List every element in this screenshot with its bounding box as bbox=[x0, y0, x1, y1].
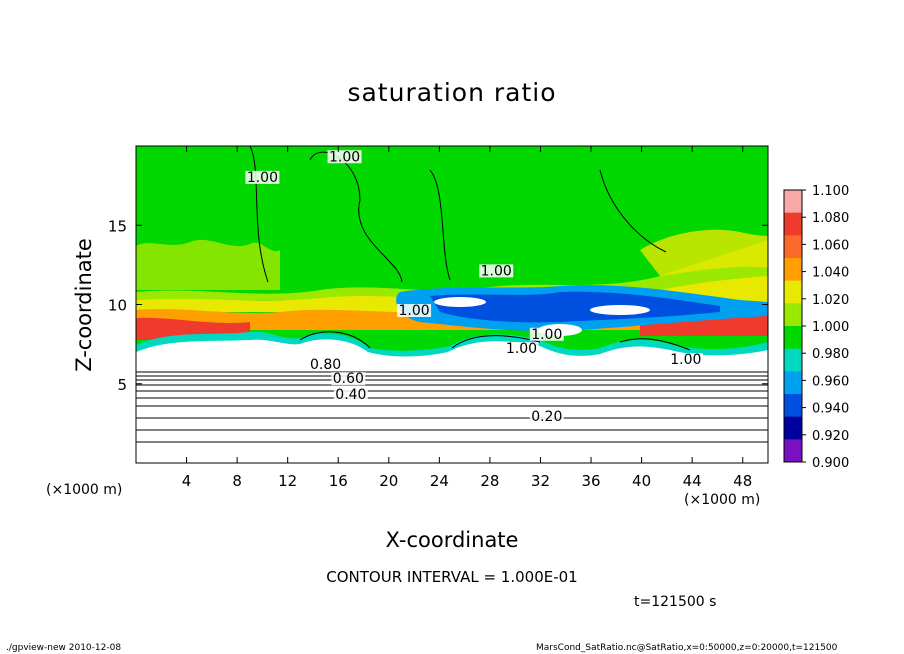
x-tick-label: 24 bbox=[430, 472, 449, 490]
contour-label-bg bbox=[333, 388, 368, 402]
field-band-yellow-upper bbox=[640, 229, 768, 276]
contour-label-bg bbox=[504, 342, 539, 356]
contour-label-bg bbox=[245, 170, 280, 184]
contour-line bbox=[599, 169, 667, 253]
colorbar-swatch bbox=[784, 326, 802, 350]
x-tick-label: 4 bbox=[182, 472, 192, 490]
colorbar-swatch bbox=[784, 258, 802, 282]
x-tick-label: 32 bbox=[531, 472, 550, 490]
colorbar-label: 0.920 bbox=[812, 429, 849, 444]
contour-label: 1.00 bbox=[670, 352, 701, 368]
contour-label-bg bbox=[308, 357, 343, 371]
contour-label-bg bbox=[529, 410, 564, 424]
y-axis-ticks: 5 10 15 bbox=[108, 217, 768, 394]
colorbar-label: 0.900 bbox=[812, 456, 849, 471]
contour-label-bg bbox=[529, 327, 564, 341]
contour-label: 1.00 bbox=[329, 149, 360, 165]
field-layers bbox=[136, 229, 768, 463]
contour-line bbox=[429, 169, 451, 281]
x-tick-label: 48 bbox=[733, 472, 752, 490]
contour-label: 1.00 bbox=[531, 327, 562, 343]
x-tick-label: 40 bbox=[632, 472, 651, 490]
x-unit-label-right: (×1000 m) bbox=[684, 492, 761, 508]
colorbar-swatch bbox=[784, 190, 802, 214]
contour-label: 0.40 bbox=[335, 387, 366, 403]
contour-lines bbox=[136, 146, 768, 443]
contour-label: 1.00 bbox=[398, 303, 429, 319]
x-tick-label: 20 bbox=[379, 472, 398, 490]
contour-labels: 1.001.001.001.001.001.001.000.800.600.40… bbox=[245, 149, 703, 425]
y-tick-label: 10 bbox=[108, 297, 127, 315]
contour-line bbox=[451, 335, 541, 349]
field-cloud-cores bbox=[136, 339, 768, 372]
contour-label-bg bbox=[331, 372, 366, 386]
contour-line bbox=[299, 331, 371, 349]
colorbar-swatch bbox=[784, 348, 802, 372]
colorbar-label: 0.980 bbox=[812, 347, 849, 362]
chart-title: saturation ratio bbox=[347, 78, 557, 107]
contour-label: 0.20 bbox=[531, 409, 562, 425]
colorbar-label: 0.940 bbox=[812, 402, 849, 417]
x-tick-label: 44 bbox=[683, 472, 702, 490]
contour-interval-note: CONTOUR INTERVAL = 1.000E-01 bbox=[326, 568, 578, 586]
field-band-yellowgreen-upper bbox=[136, 239, 280, 290]
contour-label: 0.80 bbox=[310, 357, 341, 373]
footer-file-info: MarsCond_SatRatio.nc@SatRatio,x=0:50000,… bbox=[536, 643, 838, 653]
plot-area bbox=[135, 145, 769, 464]
colorbar-swatch bbox=[784, 371, 802, 395]
x-tick-label: 36 bbox=[581, 472, 600, 490]
x-axis-ticks: 4 8 12 16 20 24 28 32 36 40 44 48 bbox=[182, 146, 752, 490]
colorbar-swatch bbox=[784, 394, 802, 418]
field-white-patch bbox=[590, 305, 650, 315]
colorbar-label: 1.020 bbox=[812, 293, 849, 308]
colorbar-swatch bbox=[784, 212, 802, 236]
colorbar-swatch bbox=[784, 439, 802, 463]
contour-label: 1.00 bbox=[481, 263, 512, 279]
field-band-blue bbox=[430, 291, 720, 323]
x-tick-label: 28 bbox=[480, 472, 499, 490]
contour-label-bg bbox=[668, 353, 703, 367]
x-unit-label-left: (×1000 m) bbox=[46, 482, 123, 498]
field-subsaturated-lower bbox=[136, 360, 768, 463]
contour-label: 1.00 bbox=[506, 341, 537, 357]
field-band-yellowgreen bbox=[136, 240, 768, 300]
colorbar-swatch bbox=[784, 303, 802, 327]
contour-label: 0.60 bbox=[333, 371, 364, 387]
colorbar-swatch bbox=[784, 416, 802, 440]
colorbar-label: 1.000 bbox=[812, 320, 849, 335]
x-tick-label: 8 bbox=[232, 472, 242, 490]
contour-label-bg bbox=[479, 264, 514, 278]
colorbar-label: 1.080 bbox=[812, 211, 849, 226]
field-white-patch bbox=[434, 297, 486, 307]
colorbar-swatch bbox=[784, 280, 802, 304]
colorbar-label: 1.060 bbox=[812, 238, 849, 253]
colorbar-label: 1.100 bbox=[812, 184, 849, 199]
footer-program-date: ./gpview-new 2010-12-08 bbox=[6, 643, 122, 653]
colorbar-label: 0.960 bbox=[812, 374, 849, 389]
colorbar-swatch bbox=[784, 235, 802, 259]
x-axis-label: X-coordinate bbox=[385, 528, 519, 552]
contour-label-bg bbox=[397, 304, 432, 318]
y-tick-label: 5 bbox=[117, 376, 127, 394]
colorbar: 1.100 1.080 1.060 1.040 1.020 1.000 0.980 0.960… bbox=[783, 184, 849, 471]
contour-line bbox=[309, 151, 403, 283]
time-label: t=121500 s bbox=[634, 594, 717, 610]
contour-label: 1.00 bbox=[247, 170, 278, 186]
x-tick-label: 16 bbox=[329, 472, 348, 490]
contour-line bbox=[619, 338, 691, 351]
colorbar-label: 1.040 bbox=[812, 266, 849, 281]
contour-label-bg bbox=[327, 150, 362, 164]
x-tick-label: 12 bbox=[278, 472, 297, 490]
contour-line bbox=[249, 146, 269, 283]
y-tick-label: 15 bbox=[108, 217, 127, 235]
